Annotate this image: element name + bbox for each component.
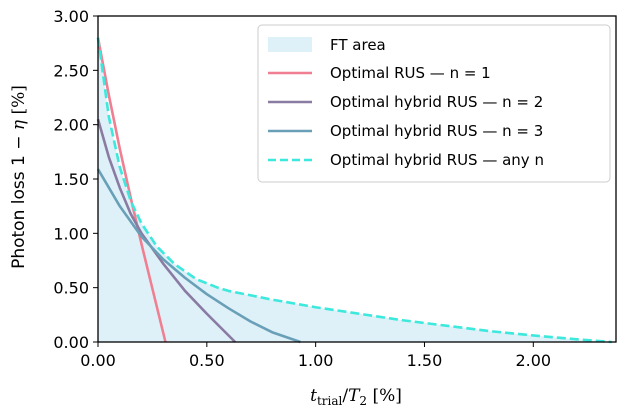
legend-box [257,24,611,183]
legend-label-n2: Optimal hybrid RUS — n = 2 [330,93,543,111]
y-tick-label: 3.00 [53,7,89,26]
y-axis-label: Photon loss 1 − η [%] [9,85,29,269]
y-tick-label: 2.00 [53,116,89,135]
legend-swatch-ft-area [268,37,312,52]
series-line-1 [96,118,237,343]
legend-label-n1: Optimal RUS — n = 1 [330,64,491,82]
legend-label-any-n: Optimal hybrid RUS — any n [330,151,544,169]
x-tick-label: 0.50 [189,351,225,370]
series-line-2 [96,168,301,344]
x-tick-label: 0.00 [80,351,116,370]
x-ticks: 0.00 0.50 1.00 1.50 2.00 [80,342,551,370]
y-tick-label: 1.50 [53,170,89,189]
x-tick-label: 1.00 [298,351,334,370]
y-tick-label: 0.50 [53,279,89,298]
series-group [96,37,612,344]
y-tick-label: 1.00 [53,224,89,243]
y-tick-label: 0.00 [53,333,89,352]
x-tick-label: 2.00 [515,351,551,370]
y-tick-label: 2.50 [53,61,89,80]
ft-area-fill [98,37,612,342]
y-ticks: 0.00 0.50 1.00 1.50 2.00 2.50 3.00 [53,7,98,352]
series-line-3 [96,37,612,344]
legend-label-n3: Optimal hybrid RUS — n = 3 [330,122,543,140]
x-axis-label: ttrial/T2 [%] [310,386,402,408]
x-tick-label: 1.50 [407,351,443,370]
legend-label-ft-area: FT area [330,36,386,54]
legend: FT area Optimal RUS — n = 1 Optimal hybr… [257,24,611,183]
